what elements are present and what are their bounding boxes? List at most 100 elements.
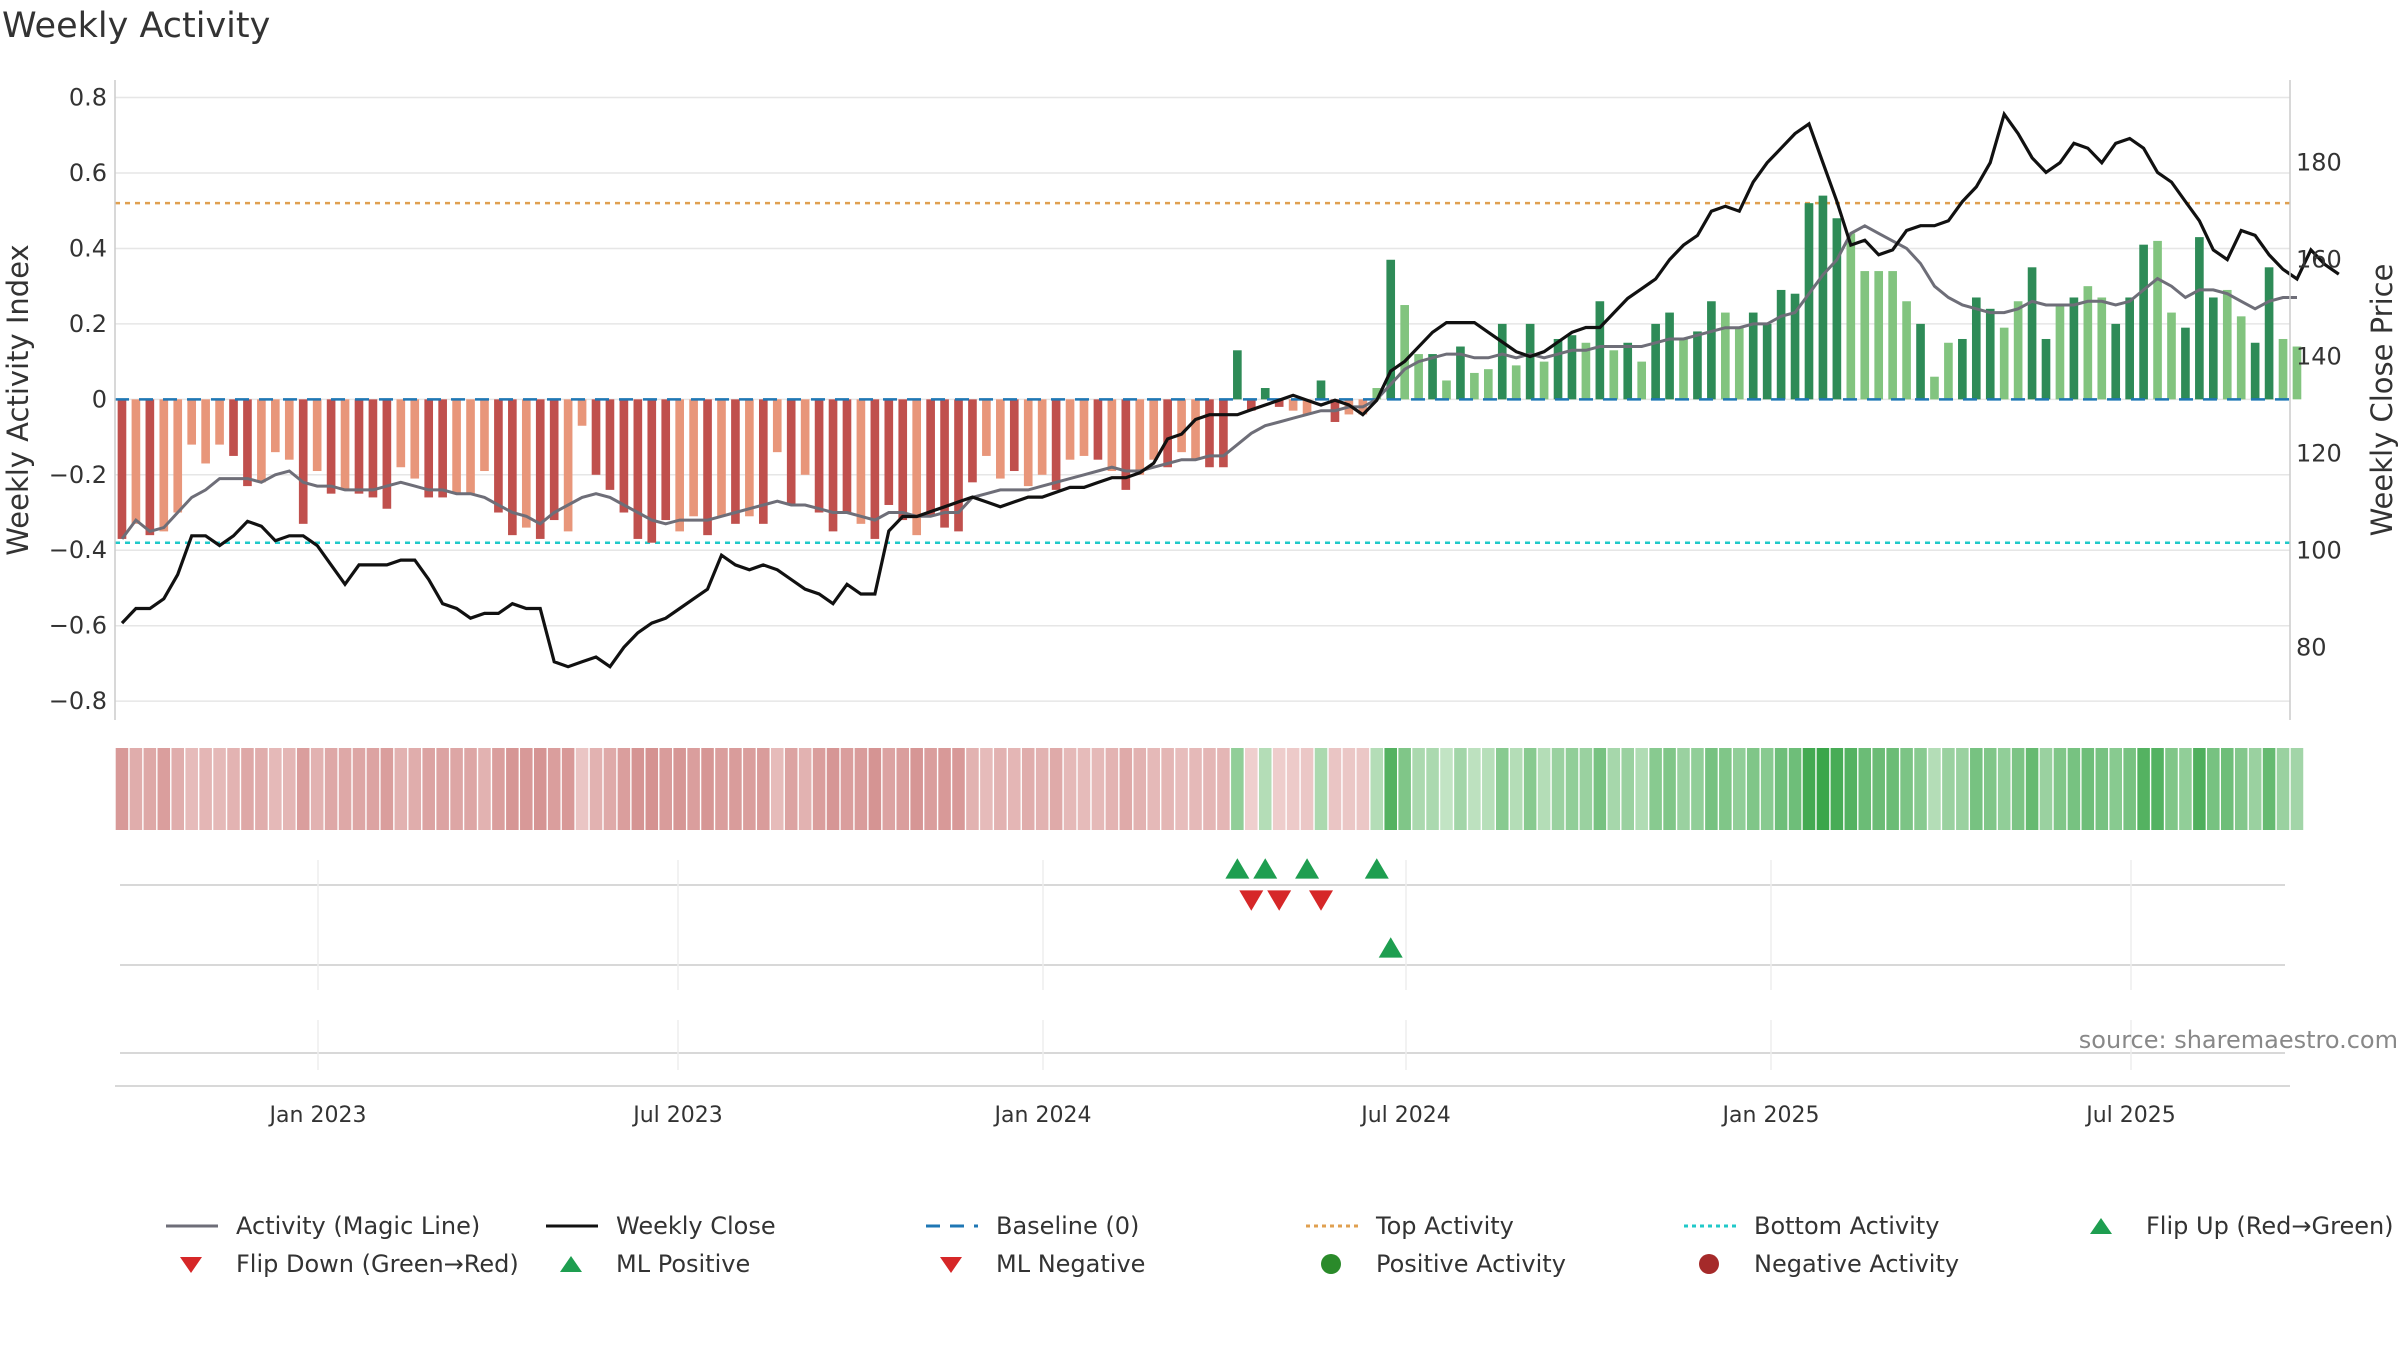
activity-bar: [2097, 297, 2107, 400]
y-tick-label: 0.4: [69, 234, 107, 262]
activity-bar: [1651, 323, 1660, 400]
legend-symbol: [546, 1224, 598, 1228]
heatmap-strip: [115, 748, 2304, 830]
heatmap-cell: [2290, 748, 2304, 830]
x-tick-label: Jul 2024: [1359, 1103, 1451, 1128]
heatmap-cell: [1035, 748, 1049, 830]
heatmap-cell: [1621, 748, 1635, 830]
heatmap-cell: [2262, 748, 2276, 830]
x-tick-label: Jan 2024: [993, 1103, 1092, 1128]
activity-bar: [940, 399, 949, 528]
activity-bar: [1497, 323, 1507, 400]
heatmap-cell: [1021, 748, 1035, 830]
heatmap-cell: [1161, 748, 1174, 830]
activity-bar: [1623, 342, 1633, 400]
activity-bar: [661, 399, 671, 521]
activity-bar: [1442, 380, 1451, 400]
flip-up-marker: [1253, 858, 1278, 879]
flip-down-marker: [1267, 890, 1292, 911]
heatmap-cell: [1900, 748, 1913, 830]
activity-bar: [1985, 308, 1995, 400]
activity-bar: [1428, 354, 1437, 400]
activity-bar: [633, 399, 643, 539]
heatmap-cell: [1760, 748, 1774, 830]
activity-bar: [1721, 312, 1730, 400]
heatmap-cell: [1886, 748, 1899, 830]
legend-circle: [1321, 1254, 1341, 1274]
y2-tick-label: 80: [2296, 633, 2327, 661]
activity-bar: [1219, 399, 1228, 468]
activity-bar: [1679, 338, 1688, 400]
activity-bar: [1888, 271, 1897, 400]
activity-bar: [1009, 399, 1019, 472]
heatmap-cell: [1705, 748, 1718, 830]
heatmap-cell: [171, 748, 185, 830]
heatmap-cell: [896, 748, 910, 830]
activity-bar: [814, 399, 824, 513]
heatmap-cell: [980, 748, 993, 830]
activity-bar: [912, 399, 922, 536]
activity-bars: [115, 195, 2302, 543]
activity-bar: [1456, 346, 1465, 400]
activity-bar: [1832, 218, 1842, 400]
activity-bar: [1707, 301, 1716, 400]
activity-bar: [2069, 297, 2079, 400]
legend-symbol: [1684, 1224, 1736, 1228]
activity-bar: [1776, 289, 1786, 400]
activity-bar: [1665, 312, 1674, 400]
heatmap-cell: [129, 748, 143, 830]
heatmap-cell: [492, 748, 505, 830]
activity-bar: [1121, 399, 1131, 490]
heatmap-cell: [910, 748, 923, 830]
heatmap-cell: [1356, 748, 1370, 830]
flip-down-marker: [1309, 890, 1334, 911]
heatmap-cell: [1286, 748, 1300, 830]
activity-bar: [1400, 305, 1409, 400]
activity-bar: [577, 399, 587, 426]
activity-bar: [2222, 289, 2232, 400]
heatmap-cell: [533, 748, 547, 830]
heatmap-cell: [1049, 748, 1063, 830]
activity-bar: [1260, 388, 1270, 400]
activity-bar: [2027, 267, 2037, 400]
heatmap-cell: [115, 748, 129, 830]
legend-label: ML Positive: [616, 1250, 751, 1278]
heatmap-cell: [1593, 748, 1607, 830]
heatmap-cell: [2234, 748, 2248, 830]
activity-bar: [2264, 267, 2274, 400]
heatmap-cell: [1245, 748, 1258, 830]
y2-axis-label: Weekly Close Price: [2365, 264, 2399, 537]
heatmap-cell: [422, 748, 435, 830]
heatmap-cell: [1579, 748, 1593, 830]
heatmap-cell: [729, 748, 742, 830]
heatmap-cell: [324, 748, 338, 830]
heatmap-cell: [1802, 748, 1816, 830]
heatmap-cell: [2207, 748, 2220, 830]
heatmap-cell: [283, 748, 296, 830]
activity-bar: [968, 399, 977, 483]
legend: Activity (Magic Line) Weekly Close Baselin…: [160, 1212, 2400, 1302]
activity-bar: [1470, 372, 1479, 400]
ml-positive-marker: [1378, 937, 1403, 958]
activity-bar: [758, 399, 768, 524]
heatmap-cell: [1649, 748, 1662, 830]
activity-bar: [1553, 338, 1563, 400]
heatmap-cell: [1370, 748, 1384, 830]
heatmap-cell: [868, 748, 882, 830]
heatmap-cell: [1858, 748, 1872, 830]
heatmap-cell: [1133, 748, 1147, 830]
activity-bar: [563, 399, 573, 532]
heatmap-cell: [2220, 748, 2234, 830]
activity-bar: [521, 399, 531, 528]
activity-bar: [1205, 399, 1214, 468]
heatmap-cell: [1816, 748, 1830, 830]
legend-label: Flip Down (Green→Red): [236, 1250, 519, 1278]
heatmap-cell: [506, 748, 519, 830]
activity-bar: [1790, 293, 1800, 400]
heatmap-cell: [631, 748, 645, 830]
heatmap-cell: [1314, 748, 1328, 830]
heatmap-cell: [1872, 748, 1885, 830]
activity-bar: [508, 399, 517, 536]
reference-lines: [115, 201, 2290, 544]
heatmap-cell: [380, 748, 394, 830]
